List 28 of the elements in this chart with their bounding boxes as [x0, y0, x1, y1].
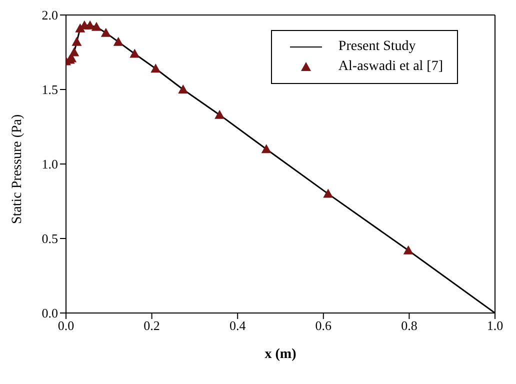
point	[323, 188, 334, 198]
legend-label: Present Study	[338, 39, 416, 55]
y-tick-label: 2.0	[42, 8, 58, 23]
point	[85, 20, 96, 30]
x-tick-label: 0.0	[58, 318, 74, 334]
point	[113, 36, 124, 46]
point	[150, 64, 161, 73]
x-tick-label: 0.2	[144, 318, 160, 334]
legend-label: Al-aswadi et al [7]	[338, 59, 443, 75]
x-tick-label: 1.0	[486, 318, 504, 334]
x-tick-label: 0.6	[315, 318, 332, 334]
point	[130, 48, 140, 58]
y-tick-label: 0.5	[42, 231, 58, 246]
point	[69, 47, 80, 56]
point	[72, 36, 82, 46]
point	[178, 84, 188, 94]
point	[403, 245, 414, 254]
point	[91, 22, 102, 31]
point	[261, 144, 272, 154]
y-tick-label: 1.0	[42, 156, 58, 172]
x-tick-label: 0.4	[229, 318, 246, 334]
point	[100, 28, 111, 37]
y-tick-label: 1.5	[42, 82, 58, 98]
x-tick-label: 0.8	[401, 318, 418, 334]
point	[214, 110, 225, 119]
y-axis-title: Static Pressure (Pa)	[10, 114, 25, 224]
x-axis-title: x (m)	[264, 347, 297, 362]
y-tick-label: 0.0	[42, 306, 58, 321]
